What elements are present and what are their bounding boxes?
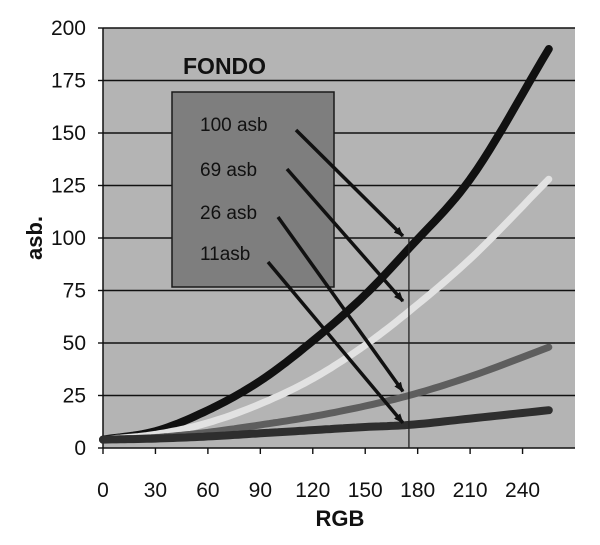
legend-entry: 100 asb: [200, 115, 268, 136]
y-tick-label: 125: [51, 175, 86, 198]
y-tick-label: 0: [74, 437, 86, 460]
x-tick-label: 90: [249, 479, 272, 502]
legend-entry: 69 asb: [200, 160, 257, 181]
x-tick-label: 150: [348, 479, 383, 502]
y-tick-label: 200: [51, 17, 86, 40]
y-tick-label: 25: [63, 385, 86, 408]
chart-title: FONDO: [183, 53, 266, 79]
legend-arrow: [266, 260, 405, 425]
y-tick-label: 175: [51, 70, 86, 93]
x-tick-labels: 0 30 60 90 120 150 180 210 240: [97, 479, 540, 502]
x-tick-label: 0: [97, 479, 109, 502]
legend-arrow: [294, 128, 405, 238]
y-tick-label: 50: [63, 332, 86, 355]
arrows: [266, 128, 405, 425]
y-tick-labels: 0 25 50 75 100 125 150 175 200: [51, 17, 86, 460]
x-tick-label: 60: [196, 479, 219, 502]
series-line-1: [99, 45, 553, 444]
series-line-4: [99, 406, 553, 444]
series-line-2: [99, 175, 553, 444]
x-tick-label: 180: [400, 479, 435, 502]
y-tick-label: 75: [63, 280, 86, 303]
x-tick-label: 210: [453, 479, 488, 502]
legend-box: 100 asb 69 asb 26 asb 11asb: [171, 91, 335, 288]
legend-entry: 26 asb: [200, 203, 257, 224]
x-axis-label: RGB: [316, 506, 365, 531]
x-tick-label: 240: [505, 479, 540, 502]
y-tick-label: 150: [51, 122, 86, 145]
legend-arrow: [285, 167, 405, 303]
axes: [102, 28, 575, 454]
legend-entry: 11asb: [200, 244, 250, 265]
series-group: [99, 45, 553, 444]
x-tick-label: 30: [144, 479, 167, 502]
x-tick-label: 120: [295, 479, 330, 502]
y-tick-label: 100: [51, 227, 86, 250]
legend-arrow: [276, 215, 405, 393]
y-axis-label: asb.: [22, 216, 47, 260]
